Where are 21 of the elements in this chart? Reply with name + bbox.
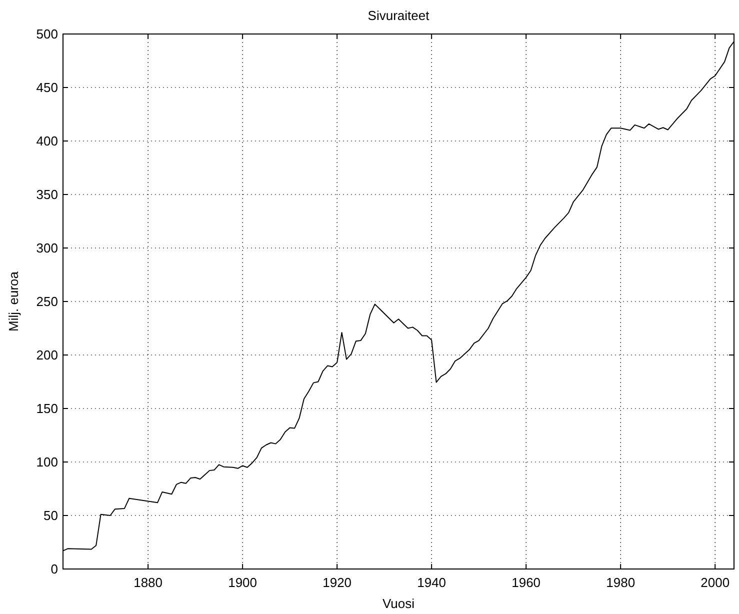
x-tick-label: 1940 [417, 575, 446, 590]
y-tick-label: 500 [36, 26, 58, 42]
y-tick-label: 50 [44, 508, 58, 524]
x-tick-label: 1980 [606, 575, 636, 590]
y-tick-label: 350 [36, 187, 58, 202]
x-tick-label: 1960 [512, 575, 541, 590]
y-tick-label: 0 [50, 562, 58, 577]
y-tick-label: 200 [36, 348, 58, 363]
y-tick-label: 300 [36, 240, 58, 256]
x-tick-label: 2000 [700, 575, 730, 590]
y-axis-title: Milj. euroa [6, 270, 21, 332]
x-tick-label: 1920 [322, 575, 352, 590]
y-tick-label: 450 [36, 80, 58, 96]
x-tick-label: 1880 [134, 575, 163, 590]
y-tick-label: 250 [36, 294, 58, 310]
x-axis-title: Vuosi [382, 596, 415, 611]
chart-title: Sivuraiteet [368, 8, 430, 23]
y-tick-label: 150 [36, 401, 58, 416]
x-tick-label: 1900 [228, 575, 258, 590]
y-tick-label: 100 [36, 454, 58, 470]
y-tick-label: 400 [36, 134, 58, 149]
